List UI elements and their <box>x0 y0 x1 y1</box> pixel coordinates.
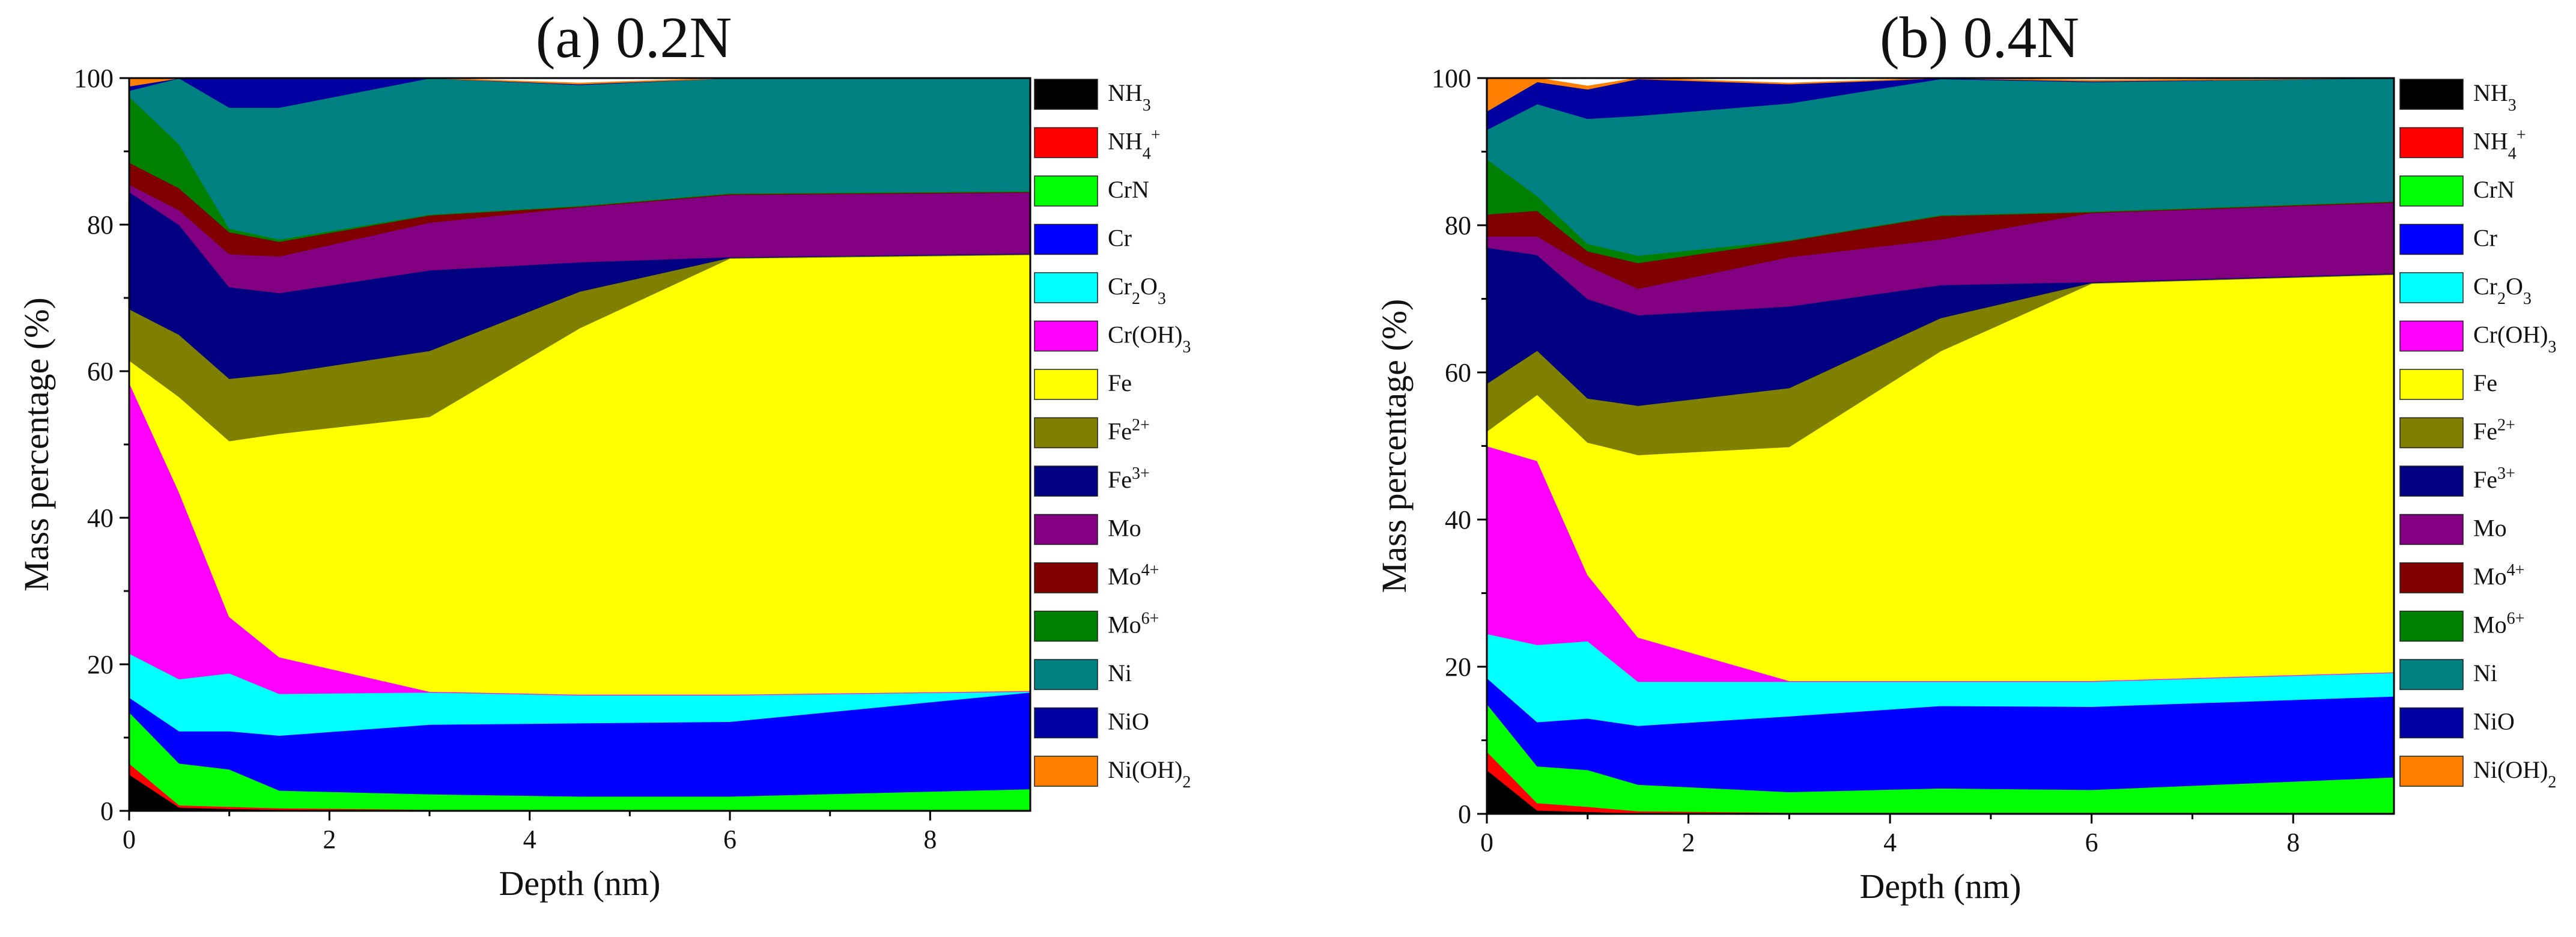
chart-title: (a) 0.2N <box>536 5 732 70</box>
legend-swatch <box>2399 707 2464 739</box>
y-tick-label: 100 <box>1432 64 1471 93</box>
x-tick-label: 6 <box>723 825 737 854</box>
x-axis-label: Depth (nm) <box>499 864 661 903</box>
legend-swatch <box>1034 272 1098 303</box>
x-tick-label: 0 <box>1480 828 1493 857</box>
legend-label: CrN <box>2473 176 2515 203</box>
legend-label: Fe <box>2473 369 2497 396</box>
legend-label: Ni <box>1108 660 1132 687</box>
legend-swatch <box>1034 369 1098 400</box>
legend-swatch <box>2399 562 2464 593</box>
y-tick-label: 60 <box>87 357 114 386</box>
x-tick-label: 0 <box>123 825 136 854</box>
legend-swatch <box>1034 127 1098 159</box>
legend-swatch <box>2399 369 2464 400</box>
legend-label: NiO <box>1108 708 1149 735</box>
legend-label: Mo4+ <box>2473 561 2524 590</box>
legend-label: CrN <box>1108 176 1149 203</box>
legend-label: Mo <box>2473 515 2507 542</box>
legend-label: Fe3+ <box>1108 464 1150 494</box>
legend-swatch <box>1034 756 1098 787</box>
y-tick-label: 80 <box>1445 211 1471 240</box>
legend-swatch <box>1034 610 1098 642</box>
legend-label: Mo6+ <box>2473 609 2524 638</box>
legend-label: Fe2+ <box>2473 416 2515 445</box>
legend-swatch <box>1034 417 1098 449</box>
x-tick-label: 4 <box>523 825 536 854</box>
legend-label: Ni <box>2473 660 2497 687</box>
x-tick-label: 2 <box>1682 828 1695 857</box>
legend-label: Cr(OH)3 <box>2473 321 2556 357</box>
legend-swatch <box>1034 175 1098 207</box>
legend-swatch <box>2399 223 2464 255</box>
legend-label: NH3 <box>2473 79 2517 115</box>
y-axis-label: Mass percentage (%) <box>17 297 56 592</box>
y-tick-label: 40 <box>1445 505 1471 535</box>
legend-label: Fe2+ <box>1108 416 1150 445</box>
legend-label: NH4+ <box>2473 126 2526 163</box>
legend: NH3 NH4+ CrN Cr Cr2O3 Cr(OH)3 Fe Fe2+ Fe3+ Mo Mo4+… <box>2399 79 2556 792</box>
legend-swatch <box>1034 514 1098 545</box>
y-tick-label: 60 <box>1445 358 1471 387</box>
y-tick-label: 0 <box>100 796 114 826</box>
legend-swatch <box>2399 465 2464 497</box>
x-tick-label: 8 <box>2286 828 2300 857</box>
area-ni-oh-2 <box>1486 77 2395 112</box>
legend-label: Mo4+ <box>1108 561 1159 590</box>
legend-label: Ni(OH)2 <box>1108 756 1191 792</box>
y-axis-label: Mass percentage (%) <box>1375 299 1414 593</box>
chart-title: (b) 0.4N <box>1880 5 2079 70</box>
legend-label: Cr(OH)3 <box>1108 321 1191 357</box>
y-tick-label: 80 <box>87 210 114 240</box>
legend-label: NH3 <box>1108 79 1151 115</box>
legend-swatch <box>1034 79 1098 110</box>
y-tick-label: 40 <box>87 503 114 533</box>
legend-swatch <box>2399 756 2464 787</box>
y-tick-label: 20 <box>1445 652 1471 682</box>
legend-swatch <box>1034 320 1098 352</box>
legend-label: Cr2O3 <box>2473 273 2532 308</box>
legend-label: NH4+ <box>1108 126 1161 163</box>
legend-swatch <box>1034 223 1098 255</box>
legend-swatch <box>2399 175 2464 207</box>
legend-swatch <box>1034 659 1098 690</box>
y-tick-label: 100 <box>74 64 114 93</box>
legend-label: Cr <box>2473 225 2497 252</box>
legend-swatch <box>2399 417 2464 449</box>
legend-swatch <box>2399 610 2464 642</box>
x-axis-label: Depth (nm) <box>1860 867 2022 906</box>
legend-swatch <box>2399 127 2464 159</box>
legend-label: Mo <box>1108 515 1141 542</box>
legend-swatch <box>1034 465 1098 497</box>
legend-swatch <box>2399 79 2464 110</box>
legend-label: Fe3+ <box>2473 464 2515 494</box>
legend-label: Fe <box>1108 369 1132 396</box>
legend-swatch <box>2399 272 2464 303</box>
legend-label: Cr2O3 <box>1108 273 1166 308</box>
legend-swatch <box>2399 320 2464 352</box>
x-tick-label: 8 <box>923 825 937 854</box>
legend-label: Ni(OH)2 <box>2473 756 2556 792</box>
legend-swatch <box>2399 659 2464 690</box>
x-tick-label: 2 <box>323 825 336 854</box>
legend: NH3 NH4+ CrN Cr Cr2O3 Cr(OH)3 Fe Fe2+ Fe3+ Mo Mo4+… <box>1034 79 1191 792</box>
y-tick-label: 0 <box>1458 799 1471 829</box>
legend-swatch <box>1034 562 1098 593</box>
y-tick-label: 20 <box>87 650 114 679</box>
x-tick-label: 6 <box>2085 828 2098 857</box>
x-tick-label: 4 <box>1883 828 1897 857</box>
legend-label: Cr <box>1108 225 1132 252</box>
legend-label: NiO <box>2473 708 2515 735</box>
legend-swatch <box>1034 707 1098 739</box>
legend-label: Mo6+ <box>1108 609 1159 638</box>
legend-swatch <box>2399 514 2464 545</box>
